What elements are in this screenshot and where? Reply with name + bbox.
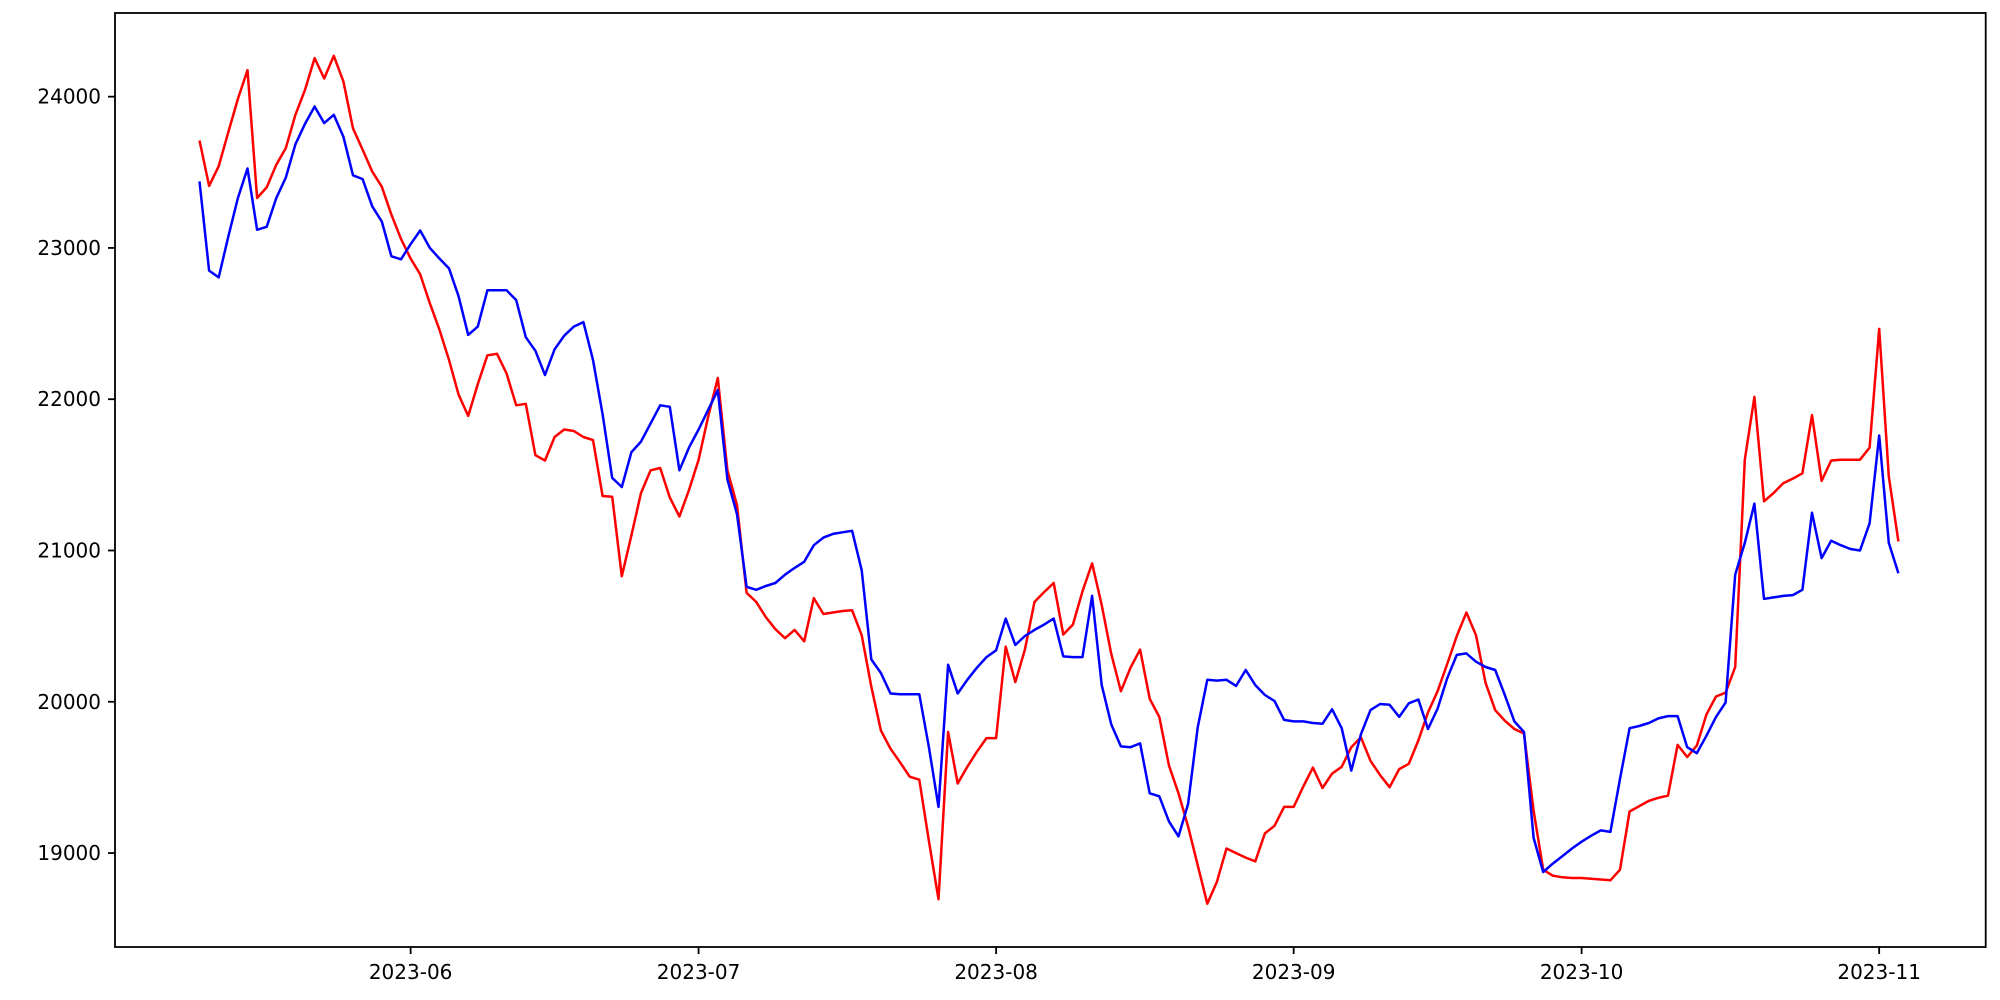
x-tick-label: 2023-06 — [369, 960, 453, 984]
y-tick-label: 20000 — [37, 690, 101, 714]
x-tick-label: 2023-07 — [657, 960, 741, 984]
x-tick-label: 2023-08 — [954, 960, 1038, 984]
blue-series-line — [198, 105, 1900, 874]
plot-area — [198, 54, 1900, 905]
x-tick-label: 2023-11 — [1837, 960, 1921, 984]
y-tick-label: 21000 — [37, 538, 101, 562]
y-tick-label: 22000 — [37, 387, 101, 411]
y-tick-label: 19000 — [37, 841, 101, 865]
y-tick-label: 24000 — [37, 85, 101, 109]
plot-border — [114, 12, 1987, 948]
x-tick-label: 2023-10 — [1540, 960, 1624, 984]
red-series-line — [198, 54, 1900, 905]
x-tick-label: 2023-09 — [1252, 960, 1336, 984]
y-axis-ticks: 19000 20000 21000 22000 23000 24000 — [37, 85, 115, 865]
x-axis-ticks: 2023-06 2023-07 2023-08 2023-09 2023-10 2023-… — [369, 947, 1921, 984]
y-tick-label: 23000 — [37, 236, 101, 260]
